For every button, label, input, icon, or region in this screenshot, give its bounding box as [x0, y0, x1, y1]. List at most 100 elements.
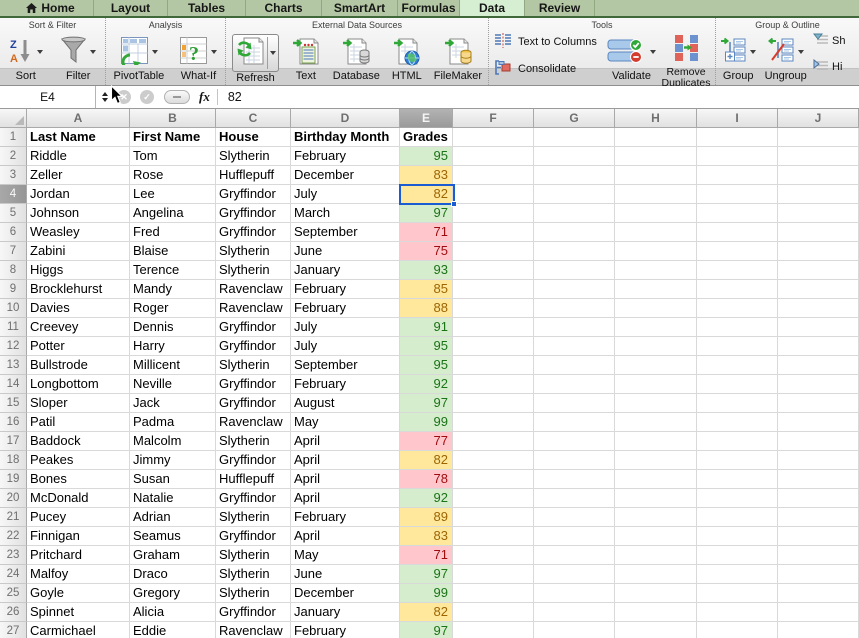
cell-F15[interactable]	[453, 394, 534, 413]
cell-D3[interactable]: December	[291, 166, 400, 185]
cell-C27[interactable]: Ravenclaw	[216, 622, 291, 638]
cell-F21[interactable]	[453, 508, 534, 527]
cell-F6[interactable]	[453, 223, 534, 242]
cell-C22[interactable]: Gryffindor	[216, 527, 291, 546]
cell-H13[interactable]	[615, 356, 697, 375]
cell-F19[interactable]	[453, 470, 534, 489]
cell-D12[interactable]: July	[291, 337, 400, 356]
cell-B23[interactable]: Graham	[130, 546, 216, 565]
cell-C7[interactable]: Slytherin	[216, 242, 291, 261]
cell-H17[interactable]	[615, 432, 697, 451]
cell-F27[interactable]	[453, 622, 534, 638]
cell-G14[interactable]	[534, 375, 615, 394]
cell-B12[interactable]: Harry	[130, 337, 216, 356]
tab-layout[interactable]: Layout	[94, 0, 168, 16]
cell-J6[interactable]	[778, 223, 859, 242]
cell-I12[interactable]	[697, 337, 778, 356]
cell-H9[interactable]	[615, 280, 697, 299]
row-header-25[interactable]: 25	[0, 584, 27, 603]
cell-D25[interactable]: December	[291, 584, 400, 603]
cell-D22[interactable]: April	[291, 527, 400, 546]
cell-C8[interactable]: Slytherin	[216, 261, 291, 280]
cell-J11[interactable]	[778, 318, 859, 337]
cell-E3[interactable]: 83	[400, 166, 453, 185]
cell-D5[interactable]: March	[291, 204, 400, 223]
cell-E8[interactable]: 93	[400, 261, 453, 280]
cell-E7[interactable]: 75	[400, 242, 453, 261]
cell-G10[interactable]	[534, 299, 615, 318]
cell-H23[interactable]	[615, 546, 697, 565]
cell-E23[interactable]: 71	[400, 546, 453, 565]
cell-B21[interactable]: Adrian	[130, 508, 216, 527]
tab-smartart[interactable]: SmartArt	[322, 0, 398, 16]
cell-C11[interactable]: Gryffindor	[216, 318, 291, 337]
row-header-27[interactable]: 27	[0, 622, 27, 638]
cell-B19[interactable]: Susan	[130, 470, 216, 489]
cell-A14[interactable]: Longbottom	[27, 375, 130, 394]
cell-J23[interactable]	[778, 546, 859, 565]
cell-I24[interactable]	[697, 565, 778, 584]
cell-D7[interactable]: June	[291, 242, 400, 261]
formula-input[interactable]: 82	[227, 90, 242, 104]
cell-C9[interactable]: Ravenclaw	[216, 280, 291, 299]
cell-C21[interactable]: Slytherin	[216, 508, 291, 527]
cell-G20[interactable]	[534, 489, 615, 508]
cell-G2[interactable]	[534, 147, 615, 166]
cell-A19[interactable]: Bones	[27, 470, 130, 489]
cell-C5[interactable]: Gryffindor	[216, 204, 291, 223]
cell-I3[interactable]	[697, 166, 778, 185]
cell-F4[interactable]	[453, 185, 534, 204]
cell-I13[interactable]	[697, 356, 778, 375]
cell-A9[interactable]: Brocklehurst	[27, 280, 130, 299]
cell-D11[interactable]: July	[291, 318, 400, 337]
cell-G18[interactable]	[534, 451, 615, 470]
cell-B22[interactable]: Seamus	[130, 527, 216, 546]
cell-D26[interactable]: January	[291, 603, 400, 622]
cell-D16[interactable]: May	[291, 413, 400, 432]
cell-B4[interactable]: Lee	[130, 185, 216, 204]
cell-B8[interactable]: Terence	[130, 261, 216, 280]
cell-E12[interactable]: 95	[400, 337, 453, 356]
cell-C18[interactable]: Gryffindor	[216, 451, 291, 470]
cell-D27[interactable]: February	[291, 622, 400, 638]
cell-E24[interactable]: 97	[400, 565, 453, 584]
cell-F14[interactable]	[453, 375, 534, 394]
cell-H15[interactable]	[615, 394, 697, 413]
cell-J26[interactable]	[778, 603, 859, 622]
row-header-23[interactable]: 23	[0, 546, 27, 565]
cell-H4[interactable]	[615, 185, 697, 204]
cell-I20[interactable]	[697, 489, 778, 508]
row-header-14[interactable]: 14	[0, 375, 27, 394]
cell-C16[interactable]: Ravenclaw	[216, 413, 291, 432]
cell-E26[interactable]: 82	[400, 603, 453, 622]
row-header-17[interactable]: 17	[0, 432, 27, 451]
column-header-J[interactable]: J	[778, 109, 859, 128]
cell-G9[interactable]	[534, 280, 615, 299]
cell-F17[interactable]	[453, 432, 534, 451]
cell-G16[interactable]	[534, 413, 615, 432]
import-html-button[interactable]: HTML	[392, 31, 422, 85]
cell-F22[interactable]	[453, 527, 534, 546]
cell-J5[interactable]	[778, 204, 859, 223]
cell-A1[interactable]: Last Name	[27, 128, 130, 147]
import-filemaker-button[interactable]: FileMaker	[434, 31, 482, 85]
cell-H19[interactable]	[615, 470, 697, 489]
cell-C24[interactable]: Slytherin	[216, 565, 291, 584]
cell-E20[interactable]: 92	[400, 489, 453, 508]
cell-B27[interactable]: Eddie	[130, 622, 216, 638]
cell-D24[interactable]: June	[291, 565, 400, 584]
cell-D13[interactable]: September	[291, 356, 400, 375]
cell-C2[interactable]: Slytherin	[216, 147, 291, 166]
cell-F7[interactable]	[453, 242, 534, 261]
cell-C17[interactable]: Slytherin	[216, 432, 291, 451]
row-header-21[interactable]: 21	[0, 508, 27, 527]
cell-E10[interactable]: 88	[400, 299, 453, 318]
consolidate-button[interactable]: Consolidate	[493, 60, 597, 78]
cell-I14[interactable]	[697, 375, 778, 394]
cell-G21[interactable]	[534, 508, 615, 527]
cell-F24[interactable]	[453, 565, 534, 584]
cell-H12[interactable]	[615, 337, 697, 356]
cell-E19[interactable]: 78	[400, 470, 453, 489]
cell-F23[interactable]	[453, 546, 534, 565]
cell-C26[interactable]: Gryffindor	[216, 603, 291, 622]
